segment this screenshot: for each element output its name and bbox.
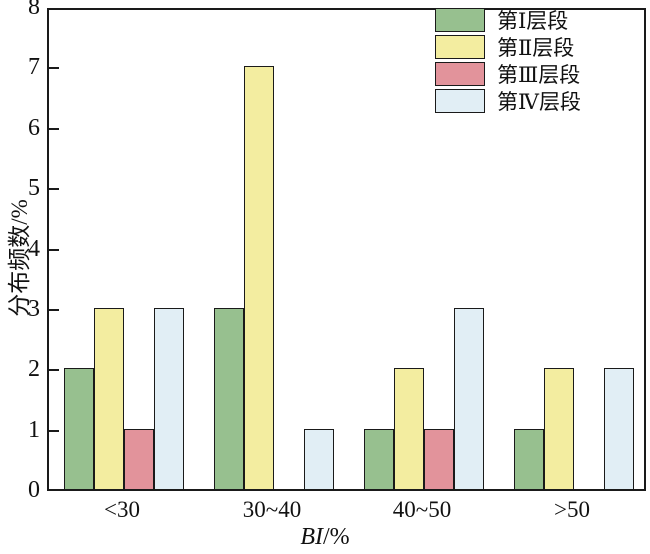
legend-item-4: 第Ⅳ层段 xyxy=(435,87,595,114)
y-tick-label-5: 5 xyxy=(28,175,40,202)
x-tick-label-group3: 40~50 xyxy=(392,497,452,522)
bar-series3-group1 xyxy=(124,429,154,489)
legend-label-4: 第Ⅳ层段 xyxy=(497,89,581,114)
y-tick-label-8: 8 xyxy=(28,0,40,20)
bar-series2-group3 xyxy=(394,368,424,489)
bar-series2-group1 xyxy=(94,308,124,489)
y-tick-label-3: 3 xyxy=(28,295,40,322)
bar-series4-group3 xyxy=(454,308,484,489)
x-tick-label-group4: >50 xyxy=(554,497,590,522)
bar-series2-group2 xyxy=(244,66,274,489)
x-tick-label-group1: <30 xyxy=(104,497,140,522)
legend-item-2: 第Ⅱ层段 xyxy=(435,33,595,60)
x-axis-title: BI/% xyxy=(0,524,650,551)
y-tick-mark-4 xyxy=(49,248,59,251)
legend-label-2: 第Ⅱ层段 xyxy=(497,35,575,60)
y-tick-mark-2 xyxy=(49,369,59,372)
legend-label-1: 第Ⅰ层段 xyxy=(497,8,569,33)
legend-item-1: 第Ⅰ层段 xyxy=(435,6,595,33)
y-tick-label-7: 7 xyxy=(28,54,40,81)
legend-item-3: 第Ⅲ层段 xyxy=(435,60,595,87)
bar-series4-group4 xyxy=(604,368,634,489)
y-tick-mark-3 xyxy=(49,308,59,311)
bar-series4-group2 xyxy=(304,429,334,489)
y-axis-title: 分布频数/% xyxy=(7,199,32,317)
y-tick-label-1: 1 xyxy=(28,416,40,443)
legend-swatch-1 xyxy=(435,7,485,32)
legend-swatch-4 xyxy=(435,88,485,113)
x-tick-label-group2: 30~40 xyxy=(242,497,302,522)
y-tick-label-2: 2 xyxy=(28,356,40,383)
bar-series1-group4 xyxy=(514,429,544,489)
y-tick-mark-7 xyxy=(49,67,59,70)
legend: 第Ⅰ层段 第Ⅱ层段 第Ⅲ层段 第Ⅳ层段 xyxy=(435,6,595,114)
plot-area xyxy=(47,8,646,491)
legend-swatch-2 xyxy=(435,34,485,59)
bar-series3-group3 xyxy=(424,429,454,489)
bar-series4-group1 xyxy=(154,308,184,489)
y-tick-label-0: 0 xyxy=(28,477,40,503)
bar-series1-group2 xyxy=(214,308,244,489)
y-tick-label-6: 6 xyxy=(28,114,40,141)
legend-swatch-3 xyxy=(435,61,485,86)
legend-label-3: 第Ⅲ层段 xyxy=(497,62,581,87)
y-tick-mark-1 xyxy=(49,429,59,432)
y-tick-mark-6 xyxy=(49,127,59,130)
y-tick-mark-5 xyxy=(49,188,59,191)
x-axis-title-unit: /% xyxy=(322,524,350,550)
bar-series1-group3 xyxy=(364,429,394,489)
bar-series1-group1 xyxy=(64,368,94,489)
x-axis-title-variable: BI xyxy=(300,524,323,550)
y-tick-label-4: 4 xyxy=(28,235,40,262)
bar-series2-group4 xyxy=(544,368,574,489)
